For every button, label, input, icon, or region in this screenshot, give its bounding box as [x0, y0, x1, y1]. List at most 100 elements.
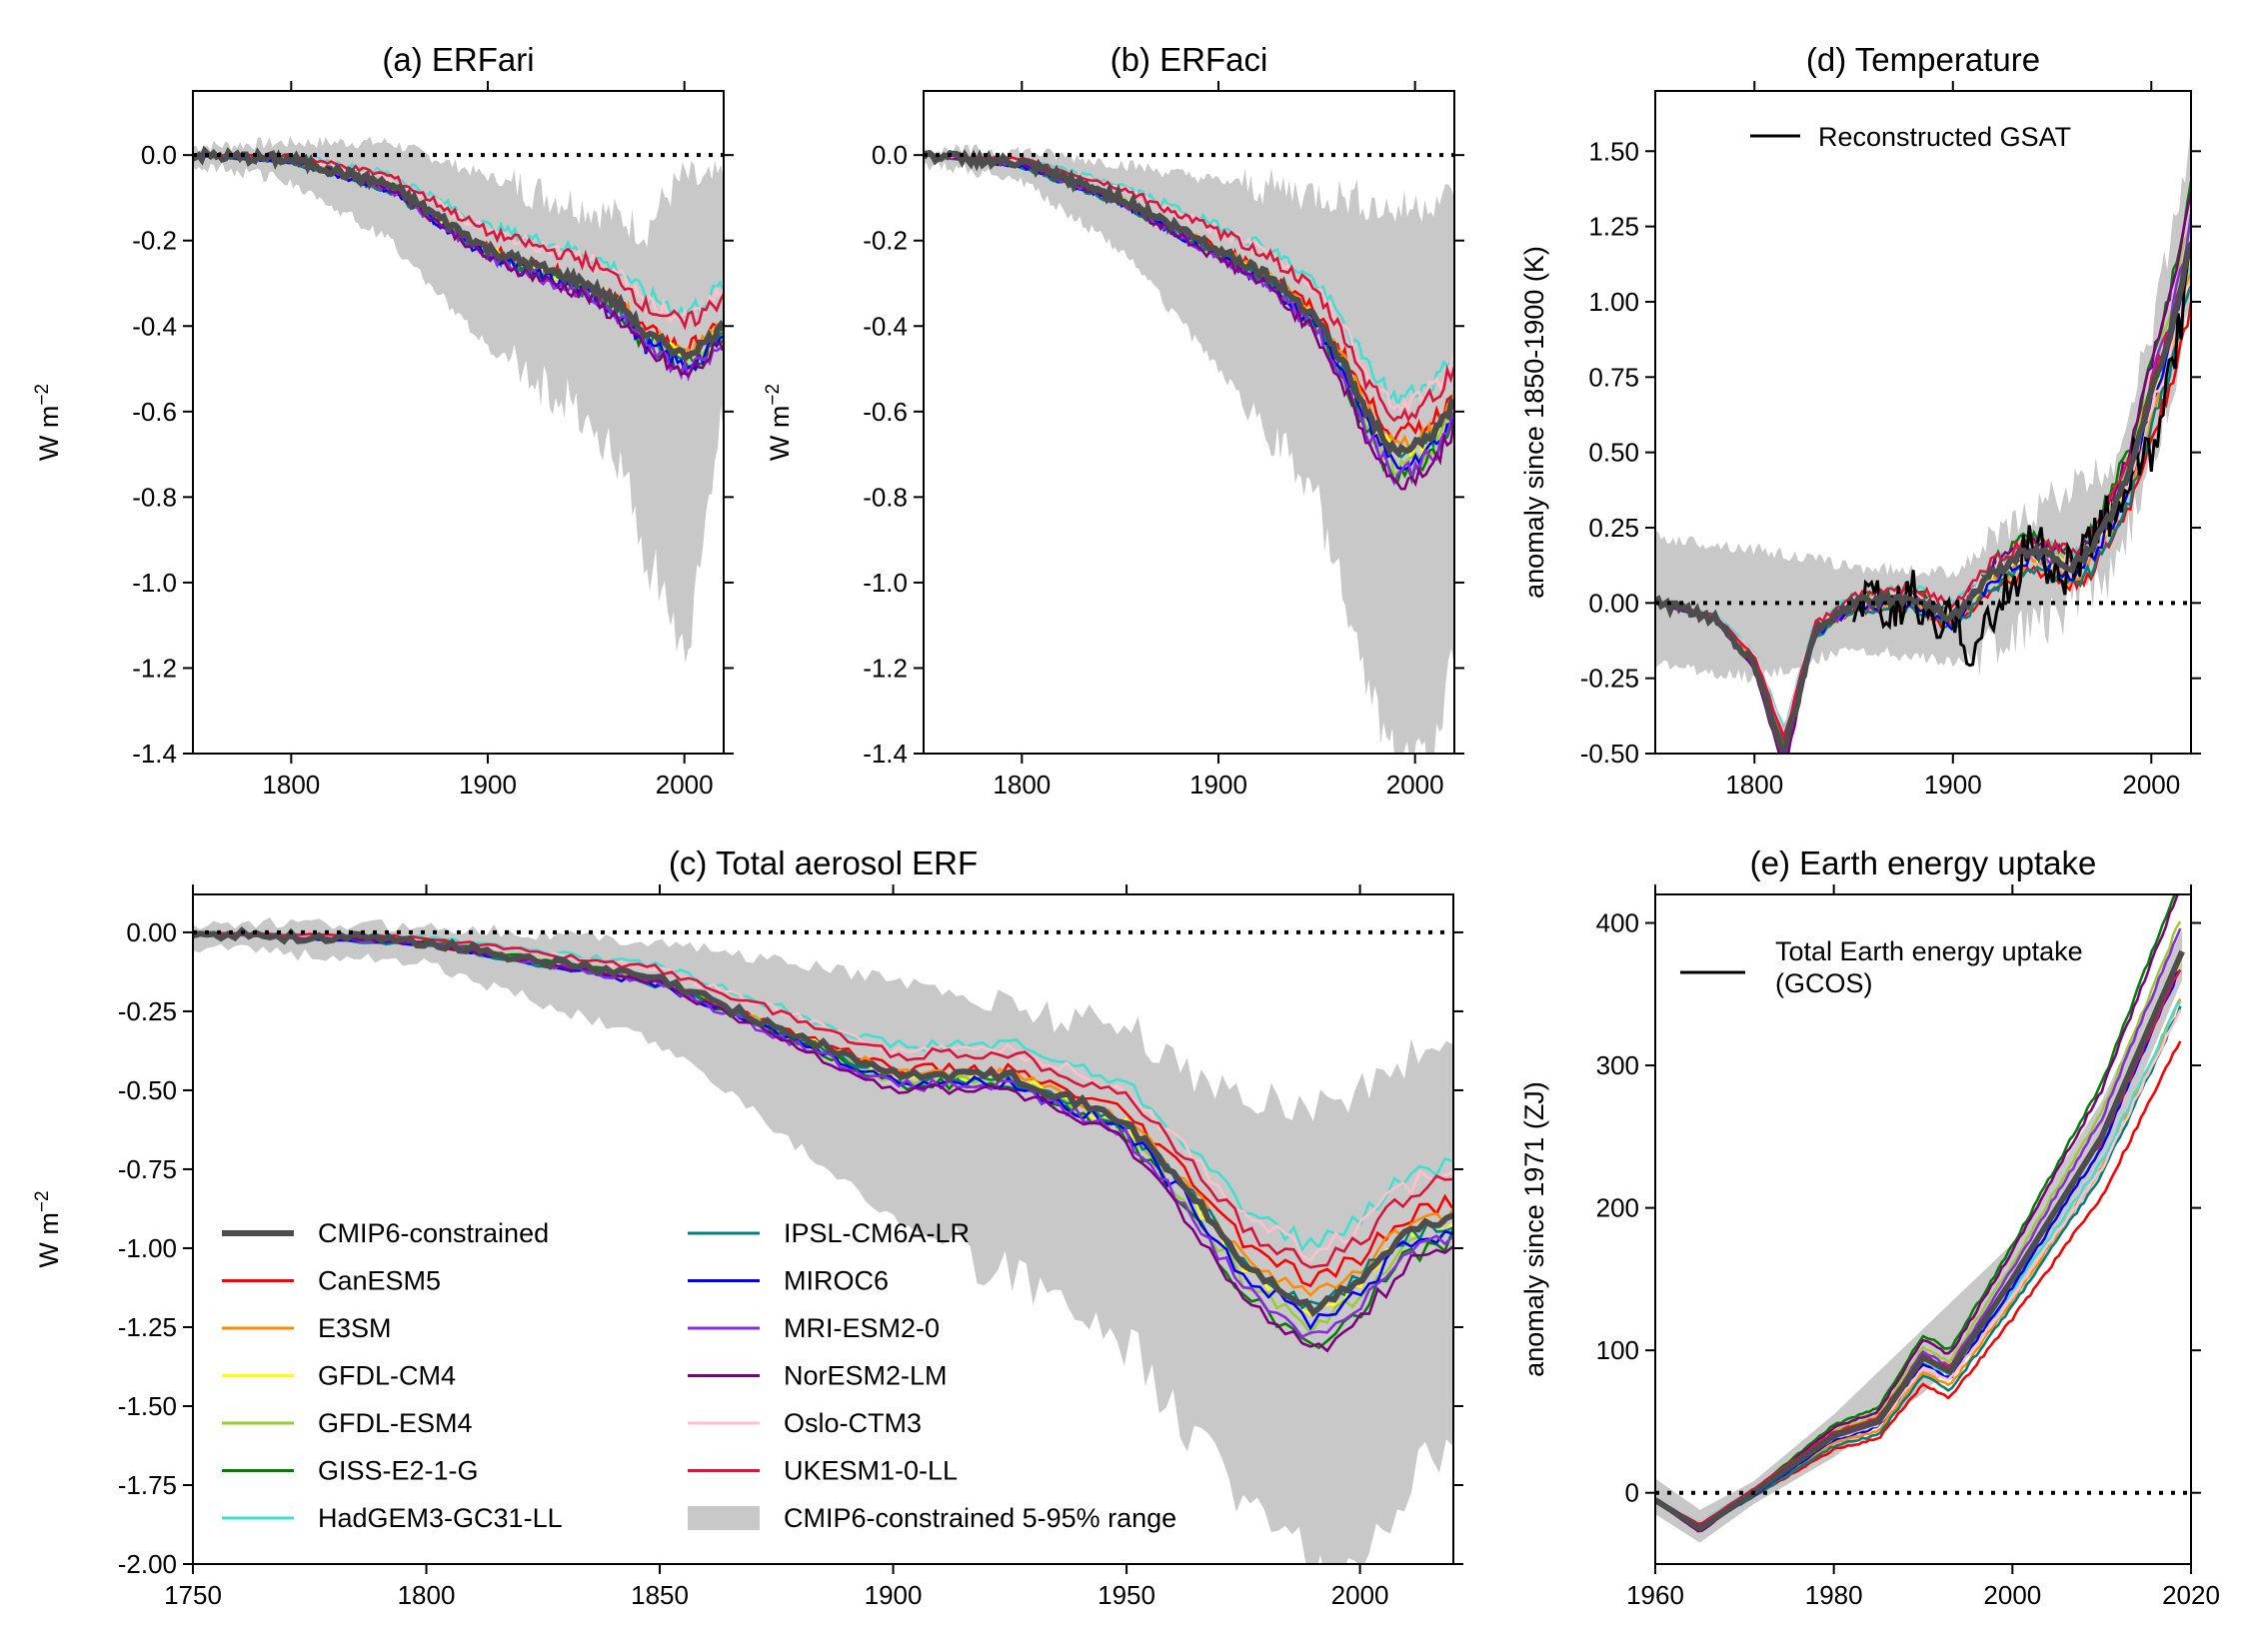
range-band: [193, 135, 724, 664]
y-tick-label: 0.25: [1588, 513, 1639, 543]
y-axis-label: anomaly since 1971 (ZJ): [1519, 1081, 1549, 1377]
panel-title: (d) Temperature: [1806, 41, 2040, 78]
series-cmip6-constrained: [924, 149, 1454, 459]
plot-area: [1655, 123, 2191, 754]
axes-frame: [192, 893, 1454, 1565]
series-oslo-ctm3: [1655, 1008, 2182, 1524]
y-tick-label: 0: [1625, 1478, 1639, 1508]
x-tick-label: 2000: [1983, 1580, 2041, 1610]
y-tick-label: -0.8: [863, 482, 908, 512]
x-tick-label: 1980: [1805, 1580, 1863, 1610]
legend-swatch-range: [688, 1506, 760, 1530]
x-tick-label: 1950: [1098, 1580, 1155, 1610]
axes-frame: [1654, 90, 2192, 755]
y-tick-label: -0.8: [132, 482, 177, 512]
series-reconstructed-gsat: [1852, 244, 2191, 668]
plot-area: [924, 144, 1454, 754]
range-band: [1655, 929, 2183, 1543]
y-axis-label: W m−2: [32, 384, 64, 461]
x-tick-label: 2000: [1331, 1580, 1389, 1610]
panel-title: (a) ERFari: [382, 41, 534, 78]
y-tick-label: -0.2: [132, 226, 177, 256]
x-tick-label: 1900: [1924, 770, 1982, 800]
legend-label-gcos-2: (GCOS): [1775, 968, 1873, 998]
series-ukesm1-0-ll: [1655, 968, 2182, 1525]
y-tick-label: 1.50: [1588, 136, 1639, 166]
series-gfdl-cm4: [1655, 960, 2182, 1529]
range-band: [193, 916, 1453, 1564]
y-tick-label: -2.00: [118, 1549, 177, 1579]
x-tick-label: 1800: [1725, 770, 1783, 800]
x-tick-label: 2000: [656, 770, 714, 800]
x-tick-label: 2000: [1386, 770, 1444, 800]
series-giss-e2-1-g: [1655, 894, 2177, 1532]
y-tick-label: -0.4: [863, 311, 908, 341]
x-tick-label: 1900: [865, 1580, 923, 1610]
y-tick-label: -1.75: [118, 1470, 177, 1500]
y-tick-label: 0.00: [1588, 588, 1639, 618]
series-miroc6: [1655, 968, 2182, 1530]
legend-label-gfdl-cm4: GFDL-CM4: [318, 1361, 456, 1391]
panel-a-erfari: 1800 1900 2000 0.0 -0.2 -0.4 -0.6 -0.8 -1.0 -1.2 -…: [32, 41, 734, 800]
y-tick-label: -0.6: [132, 397, 177, 427]
y-tick-label: -1.4: [132, 739, 177, 769]
x-tick-label: 1800: [993, 770, 1051, 800]
panel-title: (b) ERFaci: [1111, 41, 1268, 78]
y-axis-label: W m−2: [763, 384, 795, 461]
series-oslo-ctm3: [924, 153, 1454, 414]
y-tick-label: -0.4: [132, 311, 177, 341]
y-tick-label: 0.50: [1588, 438, 1639, 468]
y-tick-label: -0.25: [1580, 664, 1639, 694]
y-tick-label: 0.75: [1588, 362, 1639, 392]
series-cmip6-constrained: [1655, 949, 2185, 1532]
x-tick-label: 1850: [631, 1580, 689, 1610]
y-tick-label: -1.4: [863, 739, 908, 769]
y-tick-label: 1.25: [1588, 212, 1639, 242]
legend-label-mri-esm2-0: MRI-ESM2-0: [784, 1313, 940, 1343]
legend-label-hadgem3-gc31-ll: HadGEM3-GC31-LL: [318, 1503, 563, 1533]
x-tick-label: 1900: [459, 770, 517, 800]
y-axis-label: W m−2: [32, 1190, 64, 1267]
legend-label-cmip6-constrained: CMIP6-constrained: [318, 1218, 549, 1248]
y-tick-label: -1.2: [863, 653, 908, 683]
plot-area: [193, 916, 1453, 1564]
panel-c-total-aerosol-erf: 1750 1800 1850 1900 1950 2000 0.00 -0.25 -0.50 -0…: [32, 844, 1463, 1610]
legend-label-gcos-1: Total Earth energy uptake: [1775, 936, 2083, 966]
legend-label-miroc6: MIROC6: [784, 1266, 889, 1296]
y-tick-label: 0.0: [141, 140, 177, 170]
plot-area: [193, 135, 724, 664]
legend-label-ipsl-cm6a-lr: IPSL-CM6A-LR: [784, 1218, 970, 1248]
y-tick-label: -0.25: [118, 996, 177, 1026]
legend-label-ukesm1-0-ll: UKESM1-0-LL: [784, 1456, 958, 1486]
panel-title: (c) Total aerosol ERF: [669, 844, 978, 881]
y-tick-label: -0.75: [118, 1154, 177, 1184]
y-tick-label: 100: [1596, 1335, 1639, 1365]
x-tick-label: 2020: [2162, 1580, 2220, 1610]
x-tick-label: 1750: [164, 1580, 222, 1610]
axes-frame: [192, 90, 725, 755]
plot-area: [1655, 894, 2185, 1543]
y-tick-label: 1.00: [1588, 287, 1639, 317]
legend-label-oslo-ctm3: Oslo-CTM3: [784, 1408, 922, 1438]
series-noresm2-lm: [193, 930, 1453, 1353]
y-tick-label: -0.6: [863, 397, 908, 427]
y-tick-label: 200: [1596, 1193, 1639, 1223]
axes-frame: [923, 90, 1455, 755]
series-gfdl-esm4: [1655, 920, 2182, 1531]
panel-title: (e) Earth energy uptake: [1750, 844, 2097, 881]
y-tick-label: -0.50: [1580, 739, 1639, 769]
series-noresm2-lm: [1655, 894, 2180, 1533]
y-axis-label: anomaly since 1850-1900 (K): [1519, 246, 1549, 599]
x-tick-label: 1800: [398, 1580, 456, 1610]
series-cmip6-constrained: [193, 926, 1453, 1317]
legend-label-noresm2-lm: NorESM2-LM: [784, 1361, 948, 1391]
y-tick-label: -1.50: [118, 1391, 177, 1421]
legend-label-giss-e2-1-g: GISS-E2-1-G: [318, 1456, 479, 1486]
axes-frame: [1654, 893, 2192, 1565]
y-tick-label: -1.0: [132, 568, 177, 598]
legend-label-gsat: Reconstructed GSAT: [1818, 122, 2071, 152]
legend-label-range: CMIP6-constrained 5-95% range: [784, 1503, 1176, 1533]
series-cmip6-constrained: [193, 145, 724, 363]
legend-label-canesm5: CanESM5: [318, 1266, 441, 1296]
